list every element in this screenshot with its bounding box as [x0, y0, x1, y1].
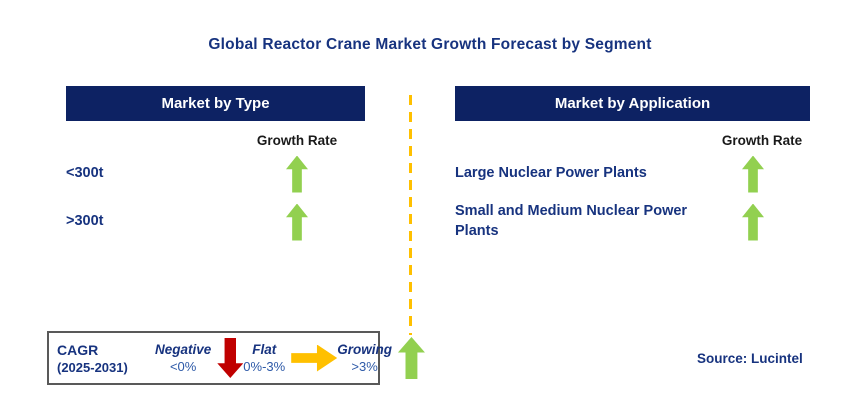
- trend-cell: [249, 155, 345, 193]
- cagr-legend: CAGR (2025-2031) Negative <0% Flat 0%-3%…: [47, 331, 425, 385]
- up-arrow-icon: [397, 337, 425, 379]
- legend-label: Negative: [155, 342, 212, 357]
- growth-rate-label: Growth Rate: [721, 133, 803, 148]
- segment-label: Large Nuclear Power Plants: [455, 165, 647, 182]
- up-arrow-icon: [286, 203, 308, 241]
- legend-range: >3%: [351, 359, 378, 374]
- segment-label: >300t: [66, 213, 104, 230]
- legend-item-negative: Negative <0%: [155, 338, 244, 378]
- legend-range: 0%-3%: [243, 359, 286, 374]
- segment-row: Large Nuclear Power Plants: [455, 154, 810, 194]
- up-arrow-icon: [742, 155, 764, 193]
- segment-row: >300t: [66, 202, 365, 242]
- legend-label: Flat: [252, 342, 277, 357]
- segment-label: <300t: [66, 165, 104, 182]
- right-arrow-icon: [291, 344, 338, 372]
- legend-title-line1: CAGR: [57, 341, 99, 358]
- trend-cell: [705, 155, 801, 193]
- legend-text: Negative <0%: [155, 342, 211, 374]
- up-arrow-icon: [286, 155, 308, 193]
- growth-rate-row: Growth Rate: [66, 133, 365, 148]
- growth-rate-label: Growth Rate: [256, 133, 338, 148]
- down-arrow-icon: [217, 338, 244, 378]
- growth-rate-row: Growth Rate: [455, 133, 810, 148]
- legend-range: <0%: [169, 359, 197, 374]
- segment-label: Small and Medium Nuclear Power Plants: [455, 203, 688, 239]
- panel-market-by-type: Market by Type Growth Rate <300t >300t: [66, 86, 365, 242]
- page-title: Global Reactor Crane Market Growth Forec…: [208, 36, 652, 53]
- trend-cell: [249, 203, 345, 241]
- segment-row: Small and Medium Nuclear Power Plants: [455, 202, 810, 242]
- legend-label: Growing: [337, 342, 392, 357]
- legend-text: Growing >3%: [337, 342, 392, 374]
- source-credit: Source: Lucintel: [697, 351, 803, 366]
- panel-header-type: Market by Type: [66, 86, 365, 121]
- trend-cell: [705, 203, 801, 241]
- up-arrow-icon: [742, 203, 764, 241]
- panel-header-application: Market by Application: [455, 86, 810, 121]
- legend-title-line2: (2025-2031): [57, 359, 128, 375]
- dashed-divider: [409, 95, 412, 335]
- panel-market-by-application: Market by Application Growth Rate Large …: [455, 86, 810, 242]
- legend-item-growing: Growing >3%: [337, 337, 425, 379]
- legend-title: CAGR (2025-2031): [57, 342, 149, 375]
- legend-item-flat: Flat 0%-3%: [243, 342, 338, 374]
- segment-row: <300t: [66, 154, 365, 194]
- legend-text: Flat 0%-3%: [243, 342, 285, 374]
